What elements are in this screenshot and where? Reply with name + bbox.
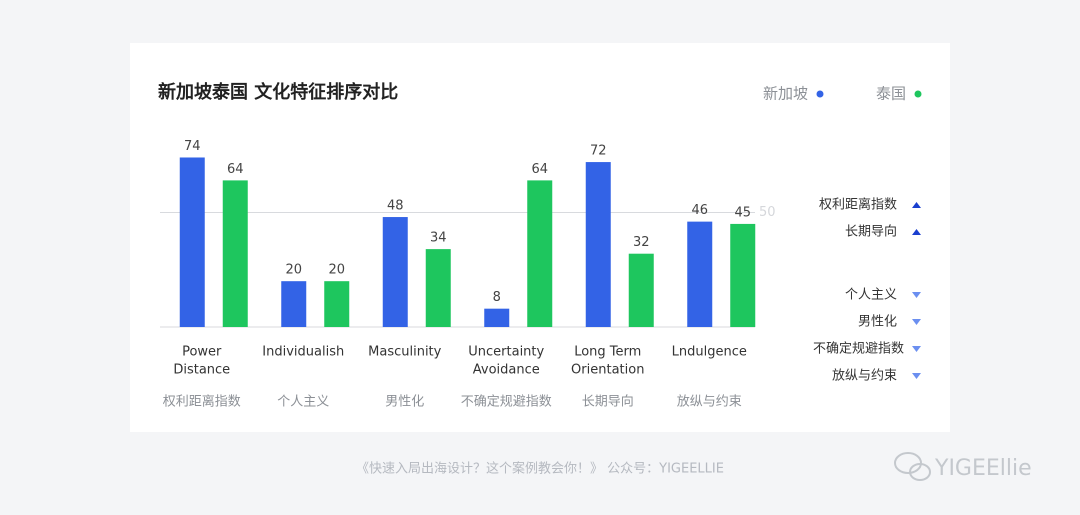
footer: 《快速入局出海设计？这个案例教会你！》 公众号：YIGEELLIE — [356, 461, 724, 477]
x-tick-label: Individualish — [262, 345, 344, 360]
bar — [281, 281, 307, 327]
y-tick-label: 50 — [759, 205, 776, 220]
bar — [730, 223, 756, 327]
value-label: 20 — [328, 263, 345, 278]
bar — [179, 157, 205, 327]
bar — [222, 180, 248, 327]
value-label: 34 — [430, 231, 447, 246]
x-tick-label: Uncertainty — [468, 345, 544, 360]
bar — [628, 253, 654, 327]
value-label: 46 — [691, 203, 708, 218]
value-label: 20 — [285, 263, 302, 278]
value-label: 45 — [734, 205, 751, 220]
down-triangle — [912, 292, 921, 298]
down-triangle — [912, 319, 921, 325]
watermark-icon — [894, 452, 931, 481]
x-tick-label: Masculinity — [368, 345, 442, 360]
ranking-label: 个人主义 — [845, 288, 897, 303]
x-tick-label-cn: 长期导向 — [582, 394, 634, 410]
bar — [324, 281, 350, 327]
legend-dot — [914, 90, 922, 98]
bar — [425, 249, 451, 327]
value-label: 74 — [184, 139, 201, 154]
x-tick-label-cn: 权利距离指数 — [163, 394, 241, 410]
value-label: 72 — [590, 144, 607, 159]
legend-label: 新加坡 — [763, 85, 808, 103]
bar — [484, 308, 510, 327]
ranking-label: 男性化 — [858, 315, 897, 330]
x-tick-label: Orientation — [571, 363, 644, 378]
down-triangle — [912, 373, 921, 379]
bar — [687, 221, 713, 327]
x-tick-label: Distance — [173, 363, 230, 378]
x-tick-label-cn: 个人主义 — [277, 395, 329, 410]
value-label: 8 — [493, 290, 501, 305]
value-label: 48 — [387, 199, 404, 214]
legend-label: 泰国 — [876, 85, 906, 103]
legend-dot — [816, 90, 824, 98]
chart-title: 新加坡泰国 文化特征排序对比 — [158, 81, 398, 103]
x-tick-label-cn: 男性化 — [385, 395, 424, 410]
up-triangle — [912, 229, 921, 235]
x-tick-label: Power — [182, 345, 222, 360]
x-tick-label: Lndulgence — [672, 345, 747, 360]
value-label: 64 — [227, 162, 244, 177]
ranking-label: 放纵与约束 — [832, 369, 897, 384]
bar — [585, 162, 611, 327]
x-tick-label-cn: 不确定规避指数 — [461, 395, 552, 410]
x-tick-label: Avoidance — [473, 363, 540, 378]
up-triangle — [912, 202, 921, 208]
bar — [382, 217, 408, 327]
ranking-label: 不确定规避指数 — [813, 342, 904, 357]
value-label: 64 — [531, 162, 548, 177]
down-triangle — [912, 346, 921, 352]
ranking-label: 权利距离指数 — [819, 197, 897, 213]
bar — [527, 180, 553, 327]
x-tick-label: Long Term — [574, 345, 641, 360]
value-label: 32 — [633, 235, 650, 250]
watermark: YIGEEllie — [934, 456, 1032, 481]
x-tick-label-cn: 放纵与约束 — [677, 395, 742, 410]
ranking-label: 长期导向 — [845, 224, 897, 240]
